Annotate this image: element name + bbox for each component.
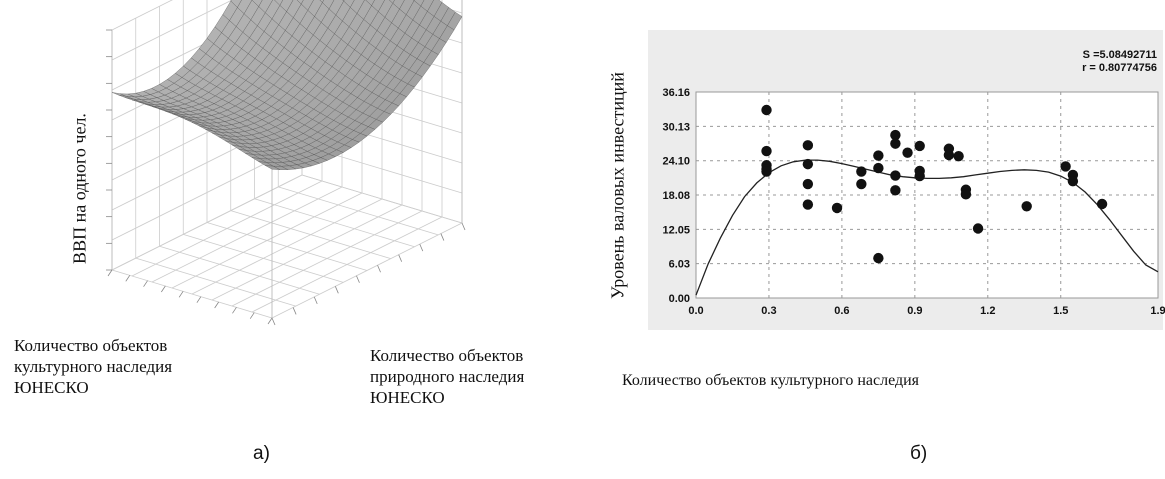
data-point <box>1060 161 1071 172</box>
x-tick-label: 1.9 <box>1150 305 1165 317</box>
floor-grid <box>278 186 439 236</box>
data-point <box>972 223 984 234</box>
data-point <box>802 178 814 190</box>
floor-grid <box>301 174 463 224</box>
floor-grid <box>111 174 303 271</box>
data-point <box>890 185 901 196</box>
x-axis-tick <box>214 301 219 309</box>
y-axis-label: Количество объектов природного наследия … <box>370 346 525 407</box>
panel-b-scatter: 0.0 0.3 0.6 0.9 1.2 1.5 1.9 0.00 6.03 12.05 18.08 2… <box>600 0 1165 479</box>
data-point <box>856 166 867 177</box>
x-tick-label: 0.3 <box>761 305 776 317</box>
data-point <box>802 158 814 170</box>
scatter-plot: 0.0 0.3 0.6 0.9 1.2 1.5 1.9 0.00 6.03 12.05 18.08 2… <box>648 30 1165 330</box>
surface-mesh <box>111 0 463 170</box>
y-axis-tick <box>419 243 424 252</box>
surface-patch <box>265 165 280 170</box>
x-tick-label: 0.9 <box>907 305 922 317</box>
x-axis-tick <box>267 317 273 325</box>
wall-grid <box>111 0 233 61</box>
y-tick-label: 30.13 <box>662 121 690 133</box>
panel-a-surface: ВВП на одного чел. Количество объектов к… <box>0 0 524 479</box>
data-point <box>802 199 814 210</box>
surface-plot <box>106 0 466 326</box>
fit-curve <box>695 159 1159 296</box>
y-tick-label: 24.10 <box>662 156 690 168</box>
floor-grid <box>151 186 343 283</box>
surface-patch <box>319 0 324 3</box>
data-point <box>914 140 925 152</box>
surface-patch <box>296 0 304 5</box>
y-axis-tick <box>461 222 466 231</box>
x-axis-tick <box>196 296 202 303</box>
y-axis-label-b: Уровень валовых инвестиций <box>607 72 628 299</box>
floor-grid <box>131 180 323 277</box>
caption-b: б) <box>910 443 928 464</box>
data-point <box>831 202 843 214</box>
y-axis-tick <box>271 317 276 326</box>
data-point <box>953 150 964 162</box>
data-point <box>914 170 925 182</box>
x-axis-label: Количество объектов культурного наследия… <box>14 336 173 397</box>
y-axis-tick <box>377 265 381 273</box>
data-point <box>873 150 884 161</box>
data-point <box>761 166 772 177</box>
data-point <box>890 170 901 181</box>
x-axis-tick <box>125 275 131 282</box>
data-point <box>1096 198 1108 210</box>
data-point <box>943 149 955 161</box>
y-tick-label: 36.16 <box>662 87 690 99</box>
x-axis-tick <box>161 285 166 293</box>
floor-grid <box>206 222 368 271</box>
data-point <box>890 129 901 141</box>
data-point <box>761 104 772 116</box>
data-point <box>960 189 972 200</box>
data-point <box>873 252 884 264</box>
z-axis-label: ВВП на одного чел. <box>69 113 90 264</box>
caption-a: а) <box>253 443 270 464</box>
data-point <box>1067 176 1079 187</box>
data-point <box>802 140 814 151</box>
floor-grid <box>171 192 363 289</box>
y-axis-tick <box>334 286 339 294</box>
data-point <box>761 145 772 157</box>
y-axis-tick <box>313 296 318 305</box>
stat-s-label: S =5.08492711 <box>1083 49 1157 61</box>
y-axis-tick <box>398 254 403 262</box>
y-axis-tick <box>356 275 360 283</box>
y-tick-label: 0.00 <box>669 293 690 305</box>
y-tick-label: 12.05 <box>662 224 690 236</box>
x-tick-label: 0.6 <box>834 305 849 317</box>
x-tick-label: 1.2 <box>980 305 995 317</box>
x-axis-label-b: Количество объектов культурного наследия <box>622 372 920 389</box>
x-axis-tick <box>143 280 148 287</box>
wall-grid <box>111 0 173 31</box>
data-point <box>890 138 901 149</box>
x-axis-tick <box>232 307 237 314</box>
data-point <box>1021 201 1032 212</box>
x-axis-tick <box>249 312 255 319</box>
data-point <box>873 162 884 174</box>
x-axis-tick <box>107 269 113 277</box>
y-axis-tick <box>440 233 445 241</box>
y-tick-label: 18.08 <box>662 190 690 202</box>
data-point <box>856 178 867 190</box>
x-tick-label: 1.5 <box>1053 305 1068 317</box>
data-point <box>902 147 913 158</box>
floor-grid <box>254 198 415 248</box>
stat-r-label: r = 0.80774756 <box>1082 62 1157 74</box>
x-axis-tick <box>178 291 184 298</box>
x-tick-label: 0.0 <box>688 305 703 317</box>
floor-grid <box>230 210 391 260</box>
y-axis-tick <box>292 307 297 315</box>
y-tick-label: 6.03 <box>669 259 690 271</box>
